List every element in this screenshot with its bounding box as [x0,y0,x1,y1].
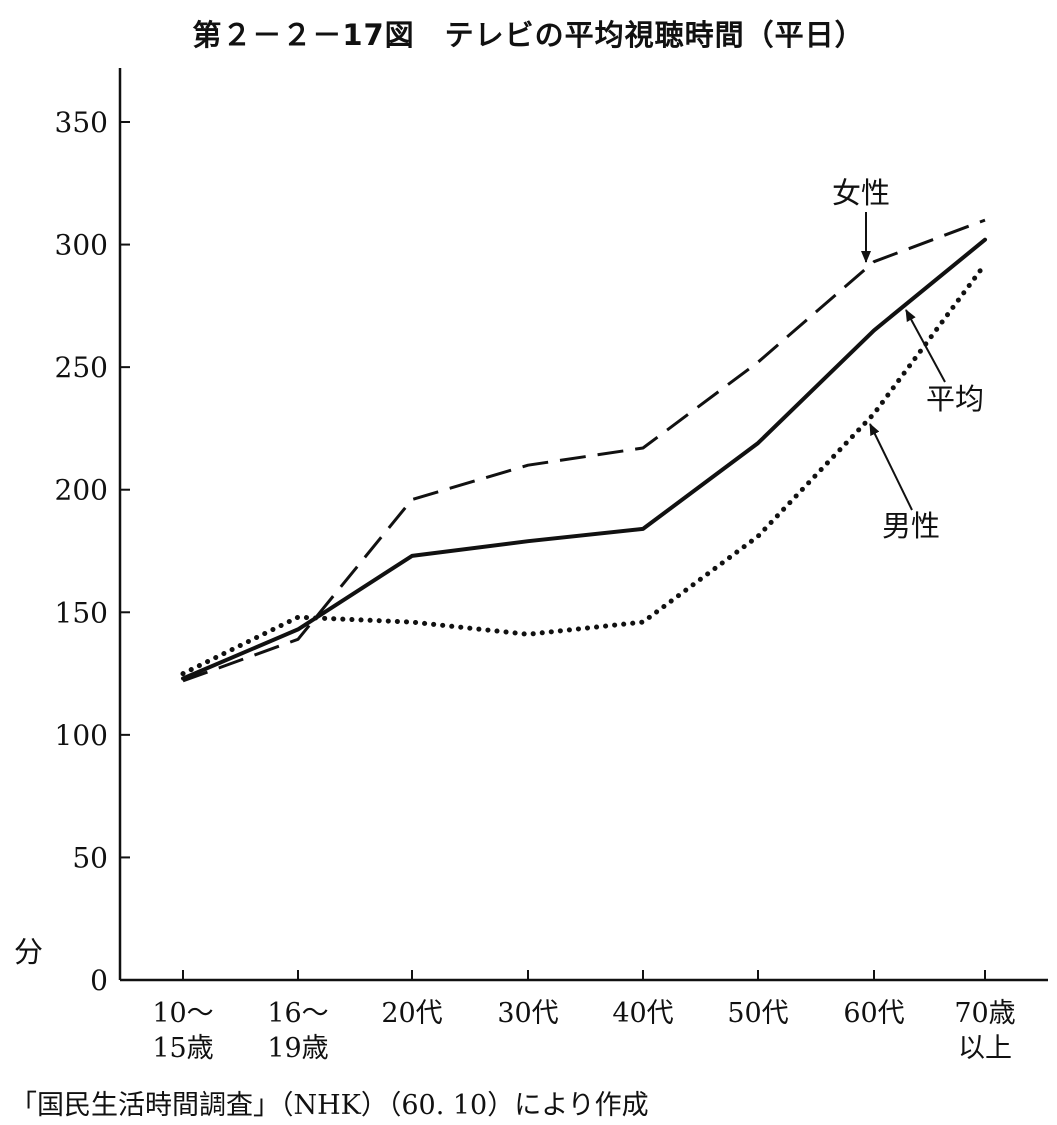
x-tick-label: 10～ [152,998,213,1029]
x-tick-label: 40代 [612,998,673,1029]
x-tick-label: 15歳 [152,1033,213,1064]
y-tick-label: 0 [90,964,108,997]
y-tick-label: 350 [55,106,108,139]
x-tick-label: 19歳 [267,1033,328,1064]
series-label: 男性 [882,509,940,543]
x-tick-label: 16～ [267,998,328,1029]
x-tick-label: 50代 [727,998,788,1029]
y-tick-label: 150 [55,596,108,629]
x-tick-label: 30代 [497,998,558,1029]
x-tick-label: 60代 [843,998,904,1029]
source-note: 「国民生活時間調査」（NHK）（60. 10）により作成 [10,1090,649,1121]
line-chart: 0 50 100 150 200 250 300 350 分 10～ 15歳 16～ 19歳 20代 30代… [14,68,1048,1064]
x-tick-label: 20代 [381,998,442,1029]
y-tick-label: 200 [55,474,108,507]
x-tick-label: 70歳 [954,998,1015,1029]
y-tick-label: 100 [55,719,108,752]
y-tick-label: 250 [55,351,108,384]
series-line-dotted [180,261,988,677]
series-label: 女性 [832,176,890,210]
y-tick-label: 50 [72,841,108,874]
series-annotation-arrow [905,309,946,383]
x-tick-label: 以上 [958,1033,1012,1064]
y-tick-label: 300 [55,229,108,262]
y-axis-label: 分 [14,935,43,969]
series-label: 平均 [926,382,984,416]
chart-title: 第２－２－17図 テレビの平均視聴時間（平日） [192,18,865,52]
series-line-dashed [182,218,986,683]
series-line-solid [181,237,987,681]
series-annotation-arrow [869,423,913,511]
